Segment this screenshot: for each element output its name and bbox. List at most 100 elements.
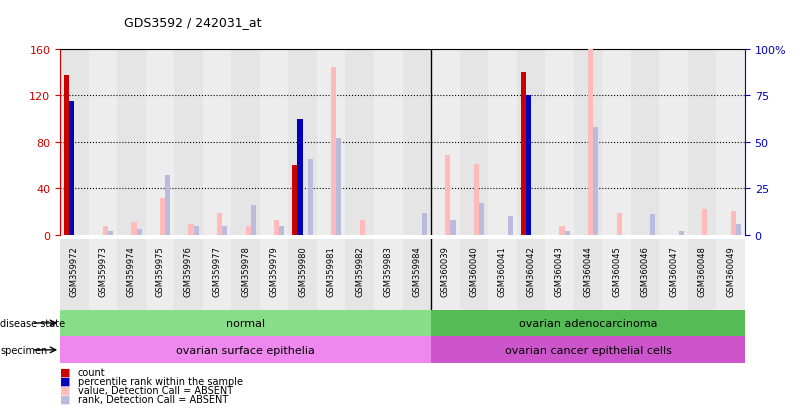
Bar bbox=[274, 221, 280, 235]
Bar bbox=[736, 224, 741, 235]
Text: ovarian adenocarcinoma: ovarian adenocarcinoma bbox=[519, 318, 658, 328]
Bar bbox=[374, 50, 402, 235]
Bar bbox=[217, 213, 222, 235]
Bar bbox=[559, 226, 565, 235]
Bar bbox=[345, 240, 374, 310]
Text: disease state: disease state bbox=[0, 318, 65, 328]
Bar bbox=[731, 211, 736, 235]
Text: normal: normal bbox=[226, 318, 265, 328]
Bar bbox=[403, 240, 431, 310]
Bar bbox=[69, 102, 74, 235]
Bar bbox=[317, 50, 345, 235]
Bar bbox=[602, 50, 630, 235]
Bar bbox=[146, 240, 175, 310]
Text: GSM360048: GSM360048 bbox=[698, 245, 706, 296]
Bar bbox=[292, 166, 297, 235]
Text: GSM359977: GSM359977 bbox=[212, 245, 222, 296]
Bar bbox=[174, 50, 203, 235]
Bar bbox=[479, 204, 484, 235]
Bar bbox=[260, 240, 288, 310]
Bar bbox=[89, 50, 117, 235]
Bar bbox=[460, 240, 488, 310]
Bar bbox=[146, 50, 174, 235]
Text: GSM360047: GSM360047 bbox=[669, 245, 678, 296]
Text: GSM359975: GSM359975 bbox=[155, 245, 164, 296]
Text: ■: ■ bbox=[60, 385, 70, 395]
Bar bbox=[288, 50, 317, 235]
Bar bbox=[716, 240, 745, 310]
Text: GSM359983: GSM359983 bbox=[384, 245, 392, 296]
Bar bbox=[117, 50, 146, 235]
Bar bbox=[297, 120, 303, 235]
Bar bbox=[188, 224, 194, 235]
Bar bbox=[117, 240, 146, 310]
Text: GSM360040: GSM360040 bbox=[469, 245, 478, 296]
Bar bbox=[131, 222, 136, 235]
Bar bbox=[525, 96, 531, 235]
Text: rank, Detection Call = ABSENT: rank, Detection Call = ABSENT bbox=[78, 394, 228, 404]
Bar bbox=[246, 226, 251, 235]
Bar bbox=[688, 240, 716, 310]
Bar bbox=[431, 337, 745, 363]
Text: GSM359973: GSM359973 bbox=[99, 245, 107, 296]
Bar bbox=[165, 176, 171, 235]
Bar bbox=[231, 240, 260, 310]
Bar bbox=[678, 232, 684, 235]
Bar bbox=[331, 68, 336, 235]
Text: GSM360049: GSM360049 bbox=[727, 245, 735, 296]
Bar bbox=[630, 50, 659, 235]
Bar bbox=[445, 156, 450, 235]
Text: ■: ■ bbox=[60, 367, 70, 377]
Text: GDS3592 / 242031_at: GDS3592 / 242031_at bbox=[124, 16, 262, 29]
Bar bbox=[360, 221, 364, 235]
Text: GSM359980: GSM359980 bbox=[298, 245, 307, 296]
Bar bbox=[593, 128, 598, 235]
Bar bbox=[488, 240, 517, 310]
Text: GSM359979: GSM359979 bbox=[270, 245, 279, 296]
Bar bbox=[574, 50, 602, 235]
Bar bbox=[688, 50, 716, 235]
Bar bbox=[203, 240, 231, 310]
Bar bbox=[588, 0, 593, 235]
Text: GSM359974: GSM359974 bbox=[127, 245, 136, 296]
Bar bbox=[431, 310, 745, 337]
Bar bbox=[508, 217, 513, 235]
Bar bbox=[474, 165, 479, 235]
Bar bbox=[251, 206, 256, 235]
Bar bbox=[260, 50, 288, 235]
Bar bbox=[517, 240, 545, 310]
Bar bbox=[517, 50, 545, 235]
Text: specimen: specimen bbox=[0, 345, 47, 355]
Bar bbox=[422, 213, 427, 235]
Bar bbox=[617, 213, 622, 235]
Text: GSM359972: GSM359972 bbox=[70, 245, 78, 296]
Bar bbox=[60, 337, 431, 363]
Bar bbox=[345, 50, 374, 235]
Bar bbox=[64, 76, 69, 235]
Bar bbox=[60, 310, 431, 337]
Text: GSM359978: GSM359978 bbox=[241, 245, 250, 296]
Bar bbox=[317, 240, 345, 310]
Text: GSM360046: GSM360046 bbox=[641, 245, 650, 296]
Bar bbox=[160, 198, 165, 235]
Bar bbox=[280, 226, 284, 235]
Bar bbox=[194, 226, 199, 235]
Bar bbox=[574, 240, 602, 310]
Bar bbox=[89, 240, 117, 310]
Text: GSM360045: GSM360045 bbox=[612, 245, 621, 296]
Text: GSM360041: GSM360041 bbox=[498, 245, 507, 296]
Text: GSM360044: GSM360044 bbox=[583, 245, 593, 296]
Bar bbox=[308, 159, 313, 235]
Bar bbox=[565, 232, 570, 235]
Bar bbox=[659, 240, 688, 310]
Text: ovarian cancer epithelial cells: ovarian cancer epithelial cells bbox=[505, 345, 671, 355]
Text: percentile rank within the sample: percentile rank within the sample bbox=[78, 376, 243, 386]
Bar bbox=[374, 240, 402, 310]
Bar bbox=[103, 226, 108, 235]
Bar bbox=[336, 139, 341, 235]
Bar bbox=[521, 73, 525, 235]
Text: ovarian surface epithelia: ovarian surface epithelia bbox=[176, 345, 315, 355]
Bar bbox=[136, 230, 142, 235]
Text: count: count bbox=[78, 367, 105, 377]
Bar bbox=[231, 50, 260, 235]
